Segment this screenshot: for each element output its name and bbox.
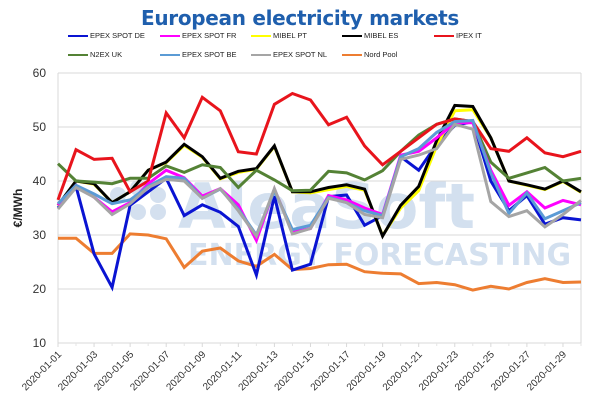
legend-item-epex-spot-fr[interactable]: EPEX SPOT FR bbox=[160, 31, 236, 40]
legend-label: EPEX SPOT DE bbox=[90, 31, 145, 40]
legend-label: EPEX SPOT NL bbox=[273, 50, 328, 59]
legend-swatch bbox=[160, 53, 180, 56]
y-tick-label: 20 bbox=[33, 282, 47, 296]
x-tick-label: 2020-01-29 bbox=[525, 349, 569, 393]
y-tick-label: 60 bbox=[33, 66, 47, 80]
legend-label: IPEX IT bbox=[456, 31, 482, 40]
legend-item-n2ex-uk[interactable]: N2EX UK bbox=[68, 50, 122, 59]
series-line-ipex-it bbox=[56, 91, 582, 201]
legend-swatch bbox=[68, 34, 88, 37]
legend-item-epex-spot-be[interactable]: EPEX SPOT BE bbox=[160, 50, 236, 59]
watermark-dot bbox=[110, 187, 126, 203]
watermark-dot bbox=[130, 204, 146, 220]
y-axis-label: €/MWh bbox=[11, 189, 25, 228]
legend-item-epex-spot-de[interactable]: EPEX SPOT DE bbox=[68, 31, 145, 40]
legend-label: MIBEL PT bbox=[273, 31, 307, 40]
legend-label: EPEX SPOT FR bbox=[182, 31, 237, 40]
legend-item-mibel-pt[interactable]: MIBEL PT bbox=[251, 31, 307, 40]
legend-swatch bbox=[160, 34, 180, 37]
y-tick-label: 40 bbox=[33, 174, 47, 188]
legend-label: Nord Pool bbox=[364, 50, 398, 59]
series-line-nord-pool bbox=[58, 232, 582, 292]
legend-item-epex-spot-nl[interactable]: EPEX SPOT NL bbox=[251, 50, 327, 59]
legend-swatch bbox=[342, 53, 362, 56]
legend-item-nord-pool[interactable]: Nord Pool bbox=[342, 50, 397, 59]
legend-swatch bbox=[342, 34, 362, 37]
legend-item-ipex-it[interactable]: IPEX IT bbox=[434, 31, 482, 40]
legend-item-mibel-es[interactable]: MIBEL ES bbox=[342, 31, 398, 40]
legend-swatch bbox=[68, 53, 88, 56]
watermark-dot bbox=[150, 187, 166, 203]
legend-swatch bbox=[434, 34, 454, 37]
series-line-mibel-es bbox=[56, 103, 582, 240]
watermark-dot bbox=[150, 204, 166, 220]
legend-swatch bbox=[251, 34, 271, 37]
legend-label: N2EX UK bbox=[90, 50, 123, 59]
legend-label: MIBEL ES bbox=[364, 31, 399, 40]
series-lines bbox=[56, 91, 582, 292]
series-line-n2ex-uk bbox=[56, 117, 582, 193]
y-tick-label: 30 bbox=[33, 228, 47, 242]
legend-swatch bbox=[251, 53, 271, 56]
y-tick-label: 10 bbox=[33, 336, 47, 350]
series-line-epex-spot-de bbox=[56, 119, 582, 292]
series-line-epex-spot-nl bbox=[56, 122, 582, 240]
chart-title: European electricity markets bbox=[140, 6, 460, 30]
watermark-subtext: ENERGY FORECASTING bbox=[188, 238, 571, 273]
legend-label: EPEX SPOT BE bbox=[182, 50, 237, 59]
y-tick-label: 50 bbox=[33, 120, 47, 134]
